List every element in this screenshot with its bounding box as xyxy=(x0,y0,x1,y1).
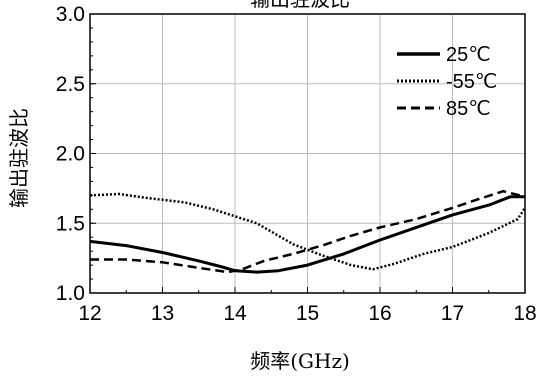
series-line-0 xyxy=(89,195,525,274)
x-tick-label: 16 xyxy=(368,302,391,325)
y-tick-label: 3.0 xyxy=(56,3,85,26)
legend-label-0: 25℃ xyxy=(446,44,491,66)
series-line-2 xyxy=(90,189,526,274)
x-tick-labels: 12 13 14 15 16 17 18 xyxy=(78,302,536,325)
x-axis-title: 频率(GHz) xyxy=(250,349,350,373)
y-tick-label: 1.0 xyxy=(56,282,85,305)
x-tick-label: 14 xyxy=(223,302,247,325)
x-tick-label: 17 xyxy=(441,302,464,325)
y-tick-label: 2.0 xyxy=(56,143,85,166)
legend-label-1: -55℃ xyxy=(446,71,497,93)
legend-label-2: 85℃ xyxy=(446,98,491,120)
chart-title: 输出驻波比 xyxy=(250,0,350,11)
x-tick-label: 18 xyxy=(513,302,536,325)
legend: 25℃ -55℃ 85℃ xyxy=(397,44,497,120)
y-tick-label: 1.5 xyxy=(56,212,85,235)
y-tick-labels: 1.0 1.5 2.0 2.5 3.0 xyxy=(56,3,85,305)
x-tick-label: 15 xyxy=(296,302,319,325)
y-axis-title: 输出驻波比 xyxy=(7,108,31,208)
x-tick-label: 13 xyxy=(151,302,174,325)
x-tick-label: 12 xyxy=(78,302,101,325)
y-tick-label: 2.5 xyxy=(56,73,85,96)
series-line-1 xyxy=(89,192,527,271)
tick-marks xyxy=(89,13,526,294)
series-lines xyxy=(89,189,527,274)
